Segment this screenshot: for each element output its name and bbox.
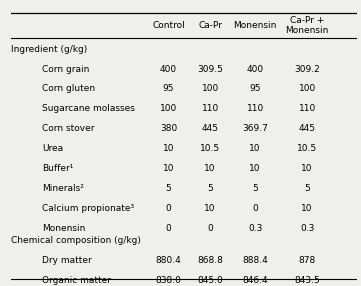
Text: Ca-Pr: Ca-Pr — [198, 21, 222, 30]
Text: Corn grain: Corn grain — [42, 65, 90, 74]
Text: 5: 5 — [166, 184, 171, 193]
Text: 843.5: 843.5 — [294, 276, 320, 285]
Text: 369.7: 369.7 — [242, 124, 268, 133]
Text: Organic matter: Organic matter — [42, 276, 111, 285]
Text: 95: 95 — [249, 84, 261, 94]
Text: 110: 110 — [247, 104, 264, 113]
Text: Calcium propionate³: Calcium propionate³ — [42, 204, 134, 213]
Text: 838.0: 838.0 — [156, 276, 182, 285]
Text: 400: 400 — [247, 65, 264, 74]
Text: Monensin: Monensin — [234, 21, 277, 30]
Text: 0: 0 — [252, 204, 258, 213]
Text: Corn gluten: Corn gluten — [42, 84, 95, 94]
Text: 10: 10 — [163, 164, 174, 173]
Text: 10.5: 10.5 — [297, 144, 317, 153]
Text: 5: 5 — [207, 184, 213, 193]
Text: 10: 10 — [163, 144, 174, 153]
Text: 0: 0 — [166, 224, 171, 233]
Text: Monensin: Monensin — [42, 224, 86, 233]
Text: 309.5: 309.5 — [197, 65, 223, 74]
Text: 5: 5 — [304, 184, 310, 193]
Text: 888.4: 888.4 — [242, 256, 268, 265]
Text: Buffer¹: Buffer¹ — [42, 164, 73, 173]
Text: 95: 95 — [163, 84, 174, 94]
Text: Sugarcane molasses: Sugarcane molasses — [42, 104, 135, 113]
Text: 400: 400 — [160, 65, 177, 74]
Text: 846.4: 846.4 — [242, 276, 268, 285]
Text: 110: 110 — [201, 104, 219, 113]
Text: 100: 100 — [160, 104, 177, 113]
Text: 445: 445 — [201, 124, 219, 133]
Text: 110: 110 — [299, 104, 316, 113]
Text: 445: 445 — [299, 124, 316, 133]
Text: Dry matter: Dry matter — [42, 256, 92, 265]
Text: 0: 0 — [166, 204, 171, 213]
Text: 100: 100 — [299, 84, 316, 94]
Text: Chemical composition (g/kg): Chemical composition (g/kg) — [11, 236, 141, 245]
Text: 0: 0 — [207, 224, 213, 233]
Text: 10: 10 — [204, 204, 216, 213]
Text: 10.5: 10.5 — [200, 144, 220, 153]
Text: 845.0: 845.0 — [197, 276, 223, 285]
Text: 5: 5 — [252, 184, 258, 193]
Text: Control: Control — [152, 21, 185, 30]
Text: 878: 878 — [299, 256, 316, 265]
Text: 100: 100 — [201, 84, 219, 94]
Text: 380: 380 — [160, 124, 177, 133]
Text: 10: 10 — [249, 144, 261, 153]
Text: 10: 10 — [249, 164, 261, 173]
Text: 10: 10 — [301, 204, 313, 213]
Text: 0.3: 0.3 — [300, 224, 314, 233]
Text: 10: 10 — [301, 164, 313, 173]
Text: 10: 10 — [204, 164, 216, 173]
Text: Urea: Urea — [42, 144, 63, 153]
Text: Ca-Pr +
Monensin: Ca-Pr + Monensin — [286, 15, 329, 35]
Text: Corn stover: Corn stover — [42, 124, 95, 133]
Text: 880.4: 880.4 — [156, 256, 181, 265]
Text: Ingredient (g/kg): Ingredient (g/kg) — [11, 45, 87, 53]
Text: 309.2: 309.2 — [294, 65, 320, 74]
Text: Minerals²: Minerals² — [42, 184, 84, 193]
Text: 868.8: 868.8 — [197, 256, 223, 265]
Text: 0.3: 0.3 — [248, 224, 262, 233]
